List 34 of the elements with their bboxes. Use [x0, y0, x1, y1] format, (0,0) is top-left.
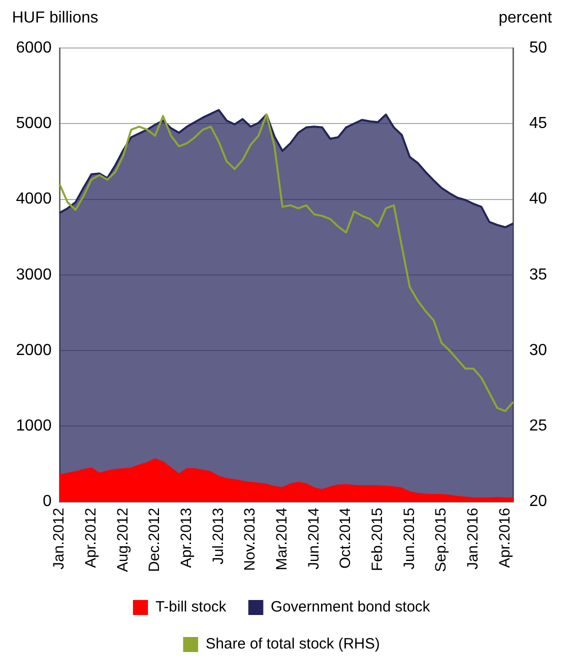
legend-label: T-bill stock: [155, 598, 227, 616]
y2-tick-label: 50: [529, 39, 548, 56]
legend-label: Share of total stock (RHS): [206, 636, 380, 653]
y-tick-label: 4000: [16, 190, 52, 208]
x-tick-label: Jul.2013: [210, 508, 227, 564]
x-tick-label: Jan.2016: [464, 508, 482, 570]
x-tick-label: Apr.2012: [82, 508, 100, 568]
x-tick-label: Jan.2012: [50, 508, 68, 570]
x-tick-label: Nov.2013: [242, 508, 259, 571]
y2-tick-label: 35: [529, 266, 548, 284]
y2-tick-label: 30: [529, 342, 548, 359]
x-tick-label: Sep.2015: [432, 508, 450, 572]
y-tick-label: 6000: [16, 39, 52, 56]
x-tick-label: Mar.2014: [274, 508, 291, 570]
x-tick-label: Aug.2012: [114, 508, 132, 572]
y-tick-label: 2000: [16, 342, 52, 359]
y-tick-label: 5000: [16, 115, 52, 132]
x-tick-label: Jun.2014: [305, 508, 322, 570]
y2-axis-title: percent: [498, 9, 553, 26]
y-axis-title: HUF billions: [12, 9, 98, 26]
x-tick-label: Dec.2012: [146, 508, 164, 572]
y-tick-label: 1000: [16, 418, 52, 435]
x-tick-label: Feb.2015: [369, 508, 386, 572]
x-tick-label: Jun.2015: [400, 508, 418, 570]
y-tick-label: 0: [42, 493, 52, 510]
y2-tick-label: 40: [529, 190, 548, 208]
legend-label: Government bond stock: [270, 598, 431, 616]
y2-tick-label: 25: [529, 418, 548, 435]
x-tick-label: Apr.2016: [496, 508, 514, 568]
x-tick-label: Apr.2013: [178, 508, 196, 568]
y2-tick-label: 45: [529, 115, 548, 132]
x-tick-label: Oct.2014: [337, 508, 354, 569]
y2-tick-label: 20: [529, 493, 548, 510]
y-tick-label: 3000: [16, 266, 52, 284]
